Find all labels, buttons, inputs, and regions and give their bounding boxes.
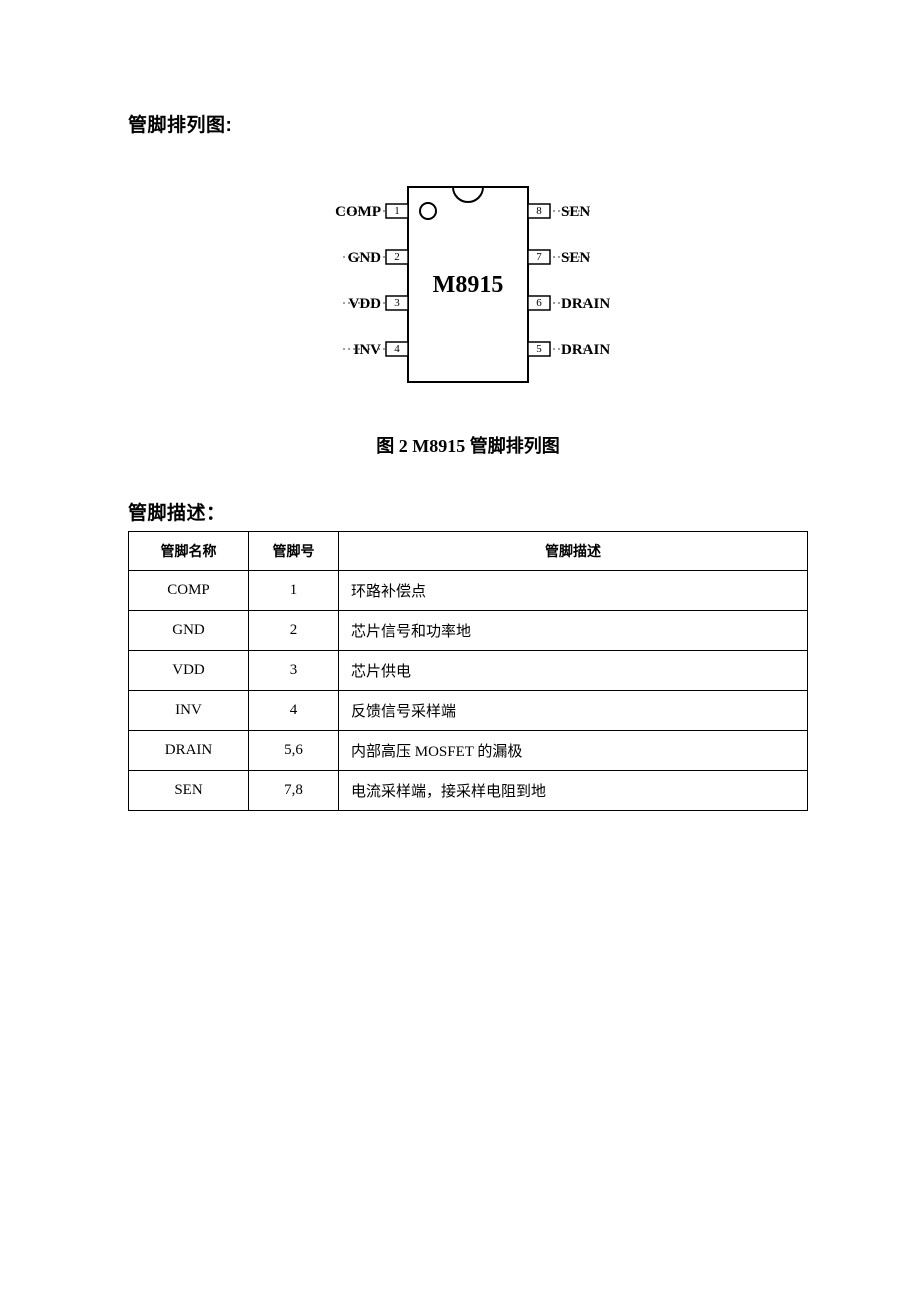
table-row: INV 4 反馈信号采样端: [129, 691, 808, 731]
svg-text:1: 1: [394, 205, 400, 217]
svg-text:7: 7: [536, 251, 542, 263]
pin-8-group: 8 SEN: [528, 204, 590, 220]
th-num: 管脚号: [249, 532, 339, 571]
cell-desc: 环路补偿点: [339, 571, 808, 611]
document-page: 管脚排列图: M8915 1 COMP: [0, 0, 920, 871]
pin-3-group: 3 VDD: [349, 296, 409, 312]
svg-text:6: 6: [536, 297, 542, 309]
cell-num: 2: [249, 611, 339, 651]
svg-text:3: 3: [394, 297, 400, 309]
figure-caption: 图 2 M8915 管脚排列图: [128, 432, 808, 458]
ic-pinout-diagram: M8915 1 COMP 2 GND 3 VDD 4 INV: [283, 177, 653, 402]
svg-text:2: 2: [394, 251, 400, 263]
svg-text:5: 5: [536, 343, 542, 355]
table-row: DRAIN 5,6 内部高压 MOSFET 的漏极: [129, 731, 808, 771]
svg-text:4: 4: [394, 343, 400, 355]
heading-pin-desc: 管脚描述：: [128, 498, 808, 525]
table-row: SEN 7,8 电流采样端，接采样电阻到地: [129, 771, 808, 811]
cell-num: 3: [249, 651, 339, 691]
pin-7-group: 7 SEN: [528, 250, 590, 266]
pin-label-sen-7: SEN: [561, 250, 590, 266]
cell-desc: 电流采样端，接采样电阻到地: [339, 771, 808, 811]
table-header-row: 管脚名称 管脚号 管脚描述: [129, 532, 808, 571]
pin-description-table: 管脚名称 管脚号 管脚描述 COMP 1 环路补偿点 GND 2 芯片信号和功率…: [128, 531, 808, 811]
cell-name: INV: [129, 691, 249, 731]
th-desc: 管脚描述: [339, 532, 808, 571]
pin-label-drain-6: DRAIN: [561, 296, 610, 312]
pin-label-comp: COMP: [335, 204, 381, 220]
cell-desc: 芯片供电: [339, 651, 808, 691]
cell-desc: 反馈信号采样端: [339, 691, 808, 731]
pin-label-vdd: VDD: [349, 296, 382, 312]
pin-label-drain-5: DRAIN: [561, 342, 610, 358]
ic-svg: M8915 1 COMP 2 GND 3 VDD 4 INV: [283, 177, 653, 402]
pin-2-group: 2 GND: [348, 250, 408, 266]
pin-label-gnd: GND: [348, 250, 382, 266]
cell-desc: 内部高压 MOSFET 的漏极: [339, 731, 808, 771]
cell-num: 1: [249, 571, 339, 611]
cell-num: 5,6: [249, 731, 339, 771]
cell-name: VDD: [129, 651, 249, 691]
table-row: COMP 1 环路补偿点: [129, 571, 808, 611]
chip-label: M8915: [433, 272, 504, 298]
cell-num: 4: [249, 691, 339, 731]
pin-label-inv: INV: [353, 342, 381, 358]
pin-4-group: 4 INV: [353, 342, 408, 358]
pin-5-group: 5 DRAIN: [528, 342, 610, 358]
cell-name: DRAIN: [129, 731, 249, 771]
table-row: VDD 3 芯片供电: [129, 651, 808, 691]
cell-name: COMP: [129, 571, 249, 611]
cell-desc: 芯片信号和功率地: [339, 611, 808, 651]
pin-6-group: 6 DRAIN: [528, 296, 610, 312]
cell-num: 7,8: [249, 771, 339, 811]
th-name: 管脚名称: [129, 532, 249, 571]
svg-text:8: 8: [536, 205, 542, 217]
cell-name: SEN: [129, 771, 249, 811]
table-row: GND 2 芯片信号和功率地: [129, 611, 808, 651]
pin-1-group: 1 COMP: [335, 204, 408, 220]
cell-name: GND: [129, 611, 249, 651]
heading-pin-layout: 管脚排列图:: [128, 110, 808, 137]
pin-label-sen-8: SEN: [561, 204, 590, 220]
